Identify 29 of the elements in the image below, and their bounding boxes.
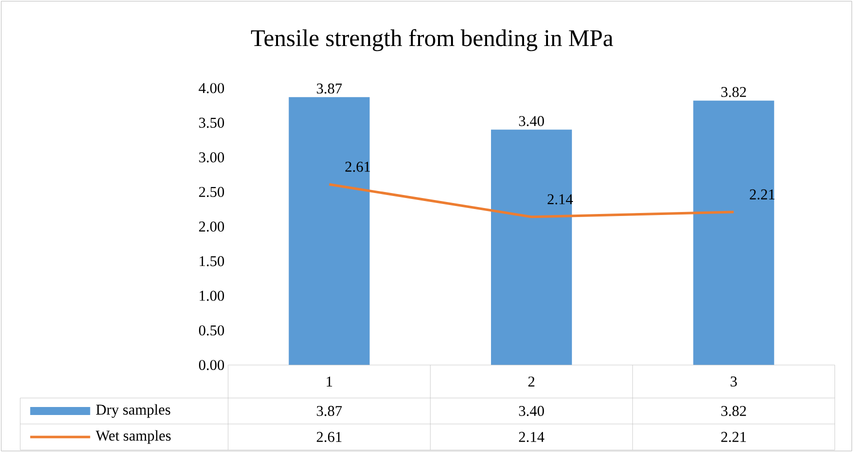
- data-label: 2.61: [316, 432, 342, 442]
- legend-label: Wet samples: [96, 430, 171, 444]
- y-tick-label: 0.00: [199, 360, 224, 370]
- y-tick-label: 0.50: [199, 325, 224, 336]
- x-tick-label: 2: [528, 376, 534, 386]
- bar: [491, 130, 572, 365]
- text: 3.40: [519, 116, 544, 126]
- x-tick-label: 1: [326, 376, 332, 386]
- data-label: 3.40: [519, 406, 544, 416]
- legend-label: Dry samples: [96, 404, 170, 418]
- y-tick-label: 1.50: [200, 256, 224, 266]
- x-tick-label: 3: [730, 376, 737, 386]
- y-tick-label: 3.50: [199, 118, 224, 128]
- data-label: 3.87: [316, 406, 342, 416]
- text: 3.82: [721, 86, 746, 98]
- bar: [288, 97, 370, 365]
- text: 3.87: [316, 83, 342, 94]
- y-tick-label: 1.00: [200, 290, 224, 301]
- y-tick-label: 3.00: [199, 152, 224, 162]
- data-label: 3.82: [721, 406, 746, 416]
- data-label: 2.21: [721, 432, 746, 442]
- y-tick-label: 2.50: [199, 186, 224, 197]
- data-label: 2.14: [519, 432, 544, 442]
- y-tick-label: 2.00: [199, 221, 224, 232]
- text: 2.21: [750, 189, 774, 200]
- bar: [693, 100, 774, 365]
- chart-title: Tensile strength from bending in MPa: [251, 29, 614, 52]
- text: 2.61: [345, 162, 370, 172]
- y-tick-label: 4.00: [198, 83, 224, 94]
